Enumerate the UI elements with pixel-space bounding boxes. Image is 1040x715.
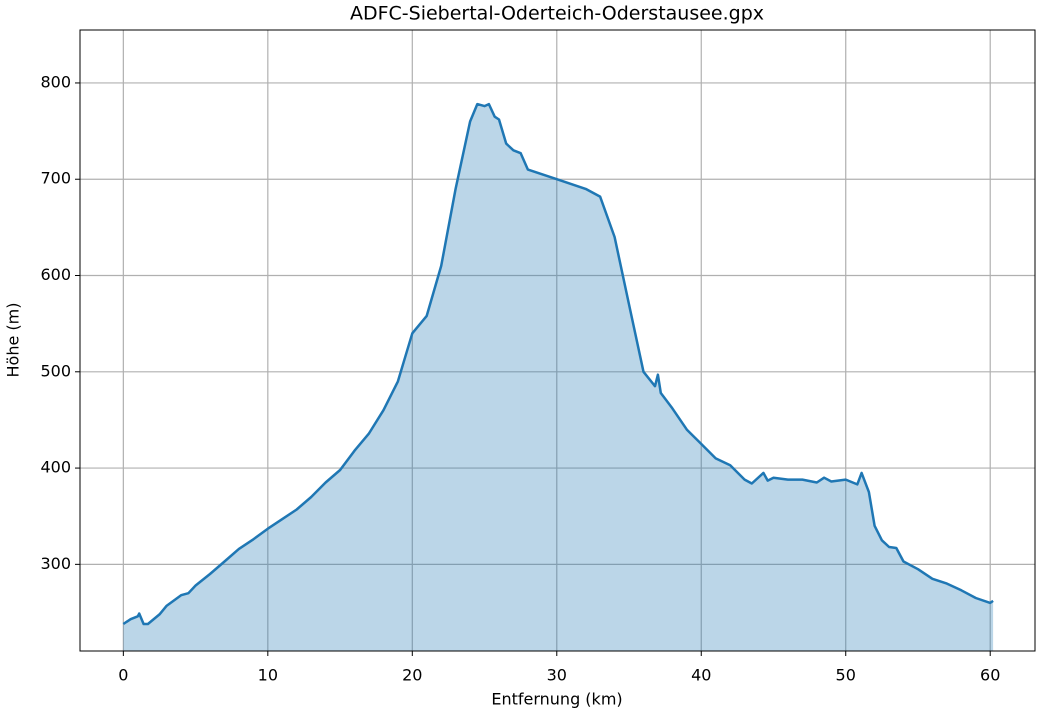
x-axis-label: Entfernung (km) <box>491 690 622 709</box>
x-tick-label: 10 <box>258 666 278 685</box>
y-axis-label: Höhe (m) <box>4 303 23 378</box>
x-tick-label: 30 <box>547 666 567 685</box>
y-tick-label: 700 <box>40 169 71 188</box>
plot-frame <box>79 29 1036 652</box>
x-tick-label: 0 <box>118 666 128 685</box>
x-tick-label: 50 <box>836 666 856 685</box>
elevation-area <box>123 104 994 652</box>
y-tick-label: 500 <box>40 361 71 380</box>
y-tick-label: 400 <box>40 458 71 477</box>
y-tick-label: 800 <box>40 72 71 91</box>
x-tick-label: 40 <box>691 666 711 685</box>
elevation-line <box>122 102 994 626</box>
chart-title: ADFC-Siebertal-Oderteich-Oderstausee.gpx <box>350 3 764 25</box>
x-tick-label: 20 <box>402 666 422 685</box>
x-tick-label: 60 <box>980 666 1000 685</box>
y-tick-label: 600 <box>40 265 71 284</box>
y-tick-label: 300 <box>40 554 71 573</box>
